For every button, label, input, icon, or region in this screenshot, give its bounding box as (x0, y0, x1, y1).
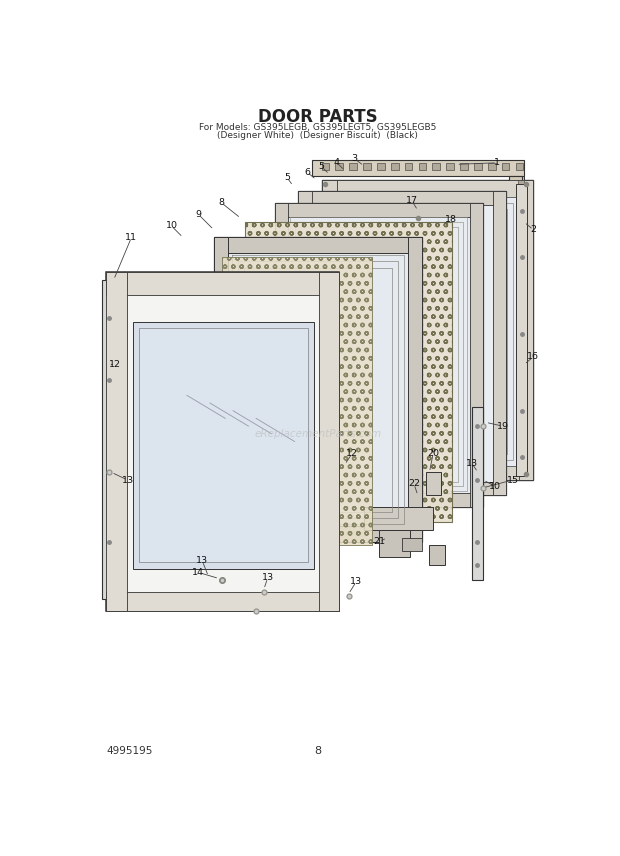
Polygon shape (214, 237, 422, 542)
Text: 4: 4 (334, 158, 340, 167)
Text: 13: 13 (466, 459, 478, 467)
Polygon shape (363, 163, 371, 170)
Text: 17: 17 (405, 196, 418, 205)
Polygon shape (322, 163, 329, 170)
Text: 22: 22 (408, 479, 420, 489)
Polygon shape (102, 280, 116, 599)
Polygon shape (298, 191, 507, 205)
Text: 5: 5 (319, 162, 325, 171)
Polygon shape (106, 272, 339, 295)
Polygon shape (298, 191, 312, 496)
Text: 21: 21 (373, 537, 386, 546)
Polygon shape (310, 203, 495, 484)
Polygon shape (446, 163, 454, 170)
Polygon shape (379, 530, 410, 557)
Text: 13: 13 (122, 476, 134, 484)
Polygon shape (430, 545, 445, 565)
Text: 20: 20 (427, 449, 439, 458)
Text: 8: 8 (218, 199, 224, 207)
Polygon shape (433, 163, 440, 170)
Polygon shape (106, 591, 339, 611)
Polygon shape (319, 272, 339, 611)
Text: 10: 10 (489, 482, 501, 490)
Polygon shape (472, 407, 484, 580)
Text: 11: 11 (125, 233, 138, 242)
Polygon shape (275, 493, 484, 507)
Polygon shape (106, 272, 126, 611)
Polygon shape (214, 237, 228, 542)
Polygon shape (410, 212, 425, 224)
Polygon shape (433, 222, 456, 234)
Polygon shape (474, 163, 482, 170)
Text: (Designer White)  (Designer Biscuit)  (Black): (Designer White) (Designer Biscuit) (Bla… (218, 131, 418, 140)
Polygon shape (391, 163, 399, 170)
Polygon shape (298, 191, 507, 496)
Polygon shape (214, 237, 422, 253)
Text: 2: 2 (530, 225, 536, 235)
Polygon shape (502, 163, 510, 170)
Text: 19: 19 (497, 422, 508, 431)
Polygon shape (106, 272, 339, 611)
Polygon shape (133, 322, 314, 568)
Polygon shape (405, 163, 412, 170)
Polygon shape (518, 180, 524, 187)
Text: 16: 16 (528, 353, 539, 361)
Polygon shape (275, 203, 484, 507)
Polygon shape (275, 203, 484, 217)
Text: 13: 13 (262, 574, 274, 582)
Text: 4995195: 4995195 (106, 746, 153, 756)
Text: 12: 12 (347, 449, 358, 458)
Polygon shape (245, 222, 453, 522)
Polygon shape (312, 160, 524, 175)
Polygon shape (322, 180, 533, 480)
Polygon shape (460, 163, 468, 170)
Polygon shape (508, 175, 522, 288)
Polygon shape (516, 163, 523, 170)
Text: 18: 18 (445, 215, 457, 224)
Polygon shape (377, 163, 385, 170)
Text: 13: 13 (196, 556, 208, 565)
Polygon shape (516, 183, 527, 476)
Polygon shape (275, 203, 288, 507)
Polygon shape (425, 473, 441, 496)
Polygon shape (349, 163, 357, 170)
Polygon shape (285, 213, 472, 496)
Polygon shape (337, 197, 520, 467)
Text: 5: 5 (284, 173, 290, 182)
Polygon shape (225, 249, 410, 530)
Polygon shape (488, 163, 495, 170)
Polygon shape (322, 180, 337, 480)
Polygon shape (335, 163, 343, 170)
Text: 8: 8 (314, 746, 321, 756)
Text: 12: 12 (109, 360, 122, 369)
Text: eReplacementParts.com: eReplacementParts.com (254, 429, 381, 439)
Text: 6: 6 (304, 168, 310, 176)
Polygon shape (322, 467, 533, 480)
Polygon shape (221, 257, 371, 545)
Text: 10: 10 (166, 222, 177, 230)
Polygon shape (402, 538, 422, 551)
Polygon shape (322, 180, 533, 197)
Polygon shape (298, 482, 507, 496)
Text: 3: 3 (352, 154, 358, 163)
Polygon shape (470, 203, 484, 507)
Polygon shape (364, 507, 433, 530)
Polygon shape (494, 191, 507, 496)
Text: DOOR PARTS: DOOR PARTS (258, 108, 378, 126)
Polygon shape (418, 163, 427, 170)
Polygon shape (510, 175, 524, 191)
Text: 9: 9 (195, 210, 202, 219)
Text: 1: 1 (494, 158, 500, 167)
Text: 14: 14 (192, 568, 205, 577)
Polygon shape (139, 329, 308, 562)
Polygon shape (520, 180, 533, 480)
Text: 13: 13 (350, 577, 362, 586)
Text: 15: 15 (507, 476, 518, 484)
Text: For Models: GS395LEGB, GS395LEGT5, GS395LEGB5: For Models: GS395LEGB, GS395LEGT5, GS395… (199, 123, 436, 132)
Polygon shape (214, 526, 422, 542)
Polygon shape (408, 237, 422, 542)
